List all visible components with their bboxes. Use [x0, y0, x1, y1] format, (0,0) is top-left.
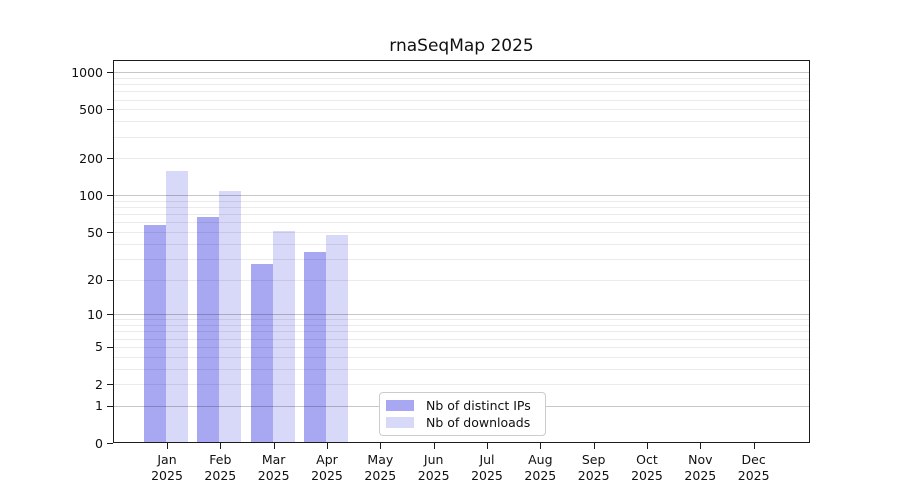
- y-tick-label: 500: [79, 101, 103, 117]
- x-tick: [380, 443, 382, 449]
- gridline-50: [113, 232, 810, 234]
- gridline-60: [113, 222, 810, 224]
- chart-title: rnaSeqMap 2025: [389, 36, 534, 56]
- gridline-4: [113, 356, 810, 358]
- legend-swatch-distinct-ips-icon: [386, 399, 414, 411]
- y-tick-label: 20: [87, 272, 103, 288]
- legend-label-distinct-ips: Nb of distinct IPs: [426, 397, 531, 413]
- gridline-900: [113, 77, 810, 79]
- gridline-5: [113, 346, 810, 348]
- y-tick-label: 1: [95, 398, 103, 414]
- gridline-20: [113, 279, 810, 281]
- x-tick-label-may: May 2025: [364, 452, 397, 483]
- y-tick: [107, 346, 113, 348]
- y-tick: [107, 109, 113, 111]
- x-tick-label-mar: Mar 2025: [257, 452, 290, 483]
- x-tick: [167, 443, 168, 449]
- gridline-2: [113, 384, 810, 386]
- x-tick: [593, 443, 595, 449]
- y-tick: [107, 314, 113, 316]
- legend-label-downloads: Nb of downloads: [426, 415, 531, 431]
- x-tick-label-feb: Feb 2025: [204, 452, 237, 483]
- gridline-600: [113, 99, 810, 101]
- gridline-10: [113, 314, 810, 316]
- gridline-400: [113, 121, 810, 123]
- x-tick: [700, 443, 702, 449]
- bar-nb-of-downloads-apr: [325, 235, 348, 443]
- y-tick: [107, 158, 113, 160]
- y-tick-label: 200: [79, 150, 103, 166]
- x-tick-label-apr: Apr 2025: [311, 452, 343, 483]
- y-tick: [107, 405, 113, 407]
- legend-swatch-downloads-icon: [386, 417, 414, 429]
- y-tick: [107, 384, 113, 386]
- y-tick-label: 10: [87, 306, 103, 322]
- bar-nb-of-distinct-ips-feb: [197, 217, 220, 443]
- legend: Nb of distinct IPs Nb of downloads: [379, 392, 546, 436]
- x-tick: [486, 443, 488, 449]
- x-tick: [273, 443, 275, 449]
- y-tick-label: 0: [95, 435, 103, 451]
- x-tick: [540, 443, 542, 449]
- bar-nb-of-distinct-ips-apr: [303, 252, 326, 443]
- y-tick: [107, 443, 113, 444]
- gridline-100: [113, 195, 810, 197]
- gridline-700: [113, 91, 810, 93]
- x-tick: [433, 443, 435, 449]
- y-tick-label: 2: [95, 376, 103, 392]
- gridline-8: [113, 325, 810, 327]
- y-tick: [107, 195, 113, 197]
- y-tick-label: 1000: [71, 64, 103, 80]
- bar-nb-of-downloads-mar: [272, 230, 295, 443]
- x-tick-label-sep: Sep 2025: [577, 452, 610, 483]
- x-tick-label-oct: Oct 2025: [631, 452, 663, 483]
- gridline-200: [113, 158, 810, 160]
- gridline-80: [113, 207, 810, 209]
- bar-nb-of-downloads-feb: [219, 191, 242, 443]
- plot-frame: [113, 60, 810, 443]
- x-tick: [220, 443, 222, 449]
- gridline-30: [113, 258, 810, 260]
- gridline-500: [113, 109, 810, 111]
- y-tick: [107, 72, 113, 74]
- y-tick-label: 5: [95, 339, 103, 355]
- x-tick: [646, 443, 648, 449]
- gridline-300: [113, 136, 810, 138]
- y-tick: [107, 232, 113, 234]
- gridline-9: [113, 319, 810, 321]
- x-tick-label-jan: Jan 2025: [151, 452, 183, 483]
- gridline-800: [113, 84, 810, 86]
- legend-item-distinct-ips: Nb of distinct IPs: [386, 397, 539, 413]
- x-tick-label-jun: Jun 2025: [417, 452, 450, 483]
- y-tick-label: 100: [79, 187, 103, 203]
- y-tick-label: 50: [87, 224, 103, 240]
- plot-area: [113, 60, 810, 443]
- bar-nb-of-downloads-jan: [166, 171, 188, 443]
- x-tick: [326, 443, 328, 449]
- x-tick-label-nov: Nov 2025: [684, 452, 717, 483]
- x-tick: [753, 443, 755, 449]
- bar-nb-of-distinct-ips-mar: [250, 264, 273, 443]
- y-tick: [107, 279, 113, 281]
- gridline-6: [113, 338, 810, 340]
- gridline-90: [113, 200, 810, 202]
- x-tick-label-dec: Dec 2025: [737, 452, 770, 483]
- gridline-1000: [113, 72, 810, 74]
- x-tick-label-aug: Aug 2025: [524, 452, 557, 483]
- x-tick-label-jul: Jul 2025: [471, 452, 503, 483]
- gridline-70: [113, 214, 810, 216]
- gridline-7: [113, 331, 810, 333]
- gridline-40: [113, 243, 810, 245]
- bar-nb-of-distinct-ips-jan: [144, 225, 166, 443]
- legend-item-downloads: Nb of downloads: [386, 415, 539, 431]
- gridline-3: [113, 368, 810, 370]
